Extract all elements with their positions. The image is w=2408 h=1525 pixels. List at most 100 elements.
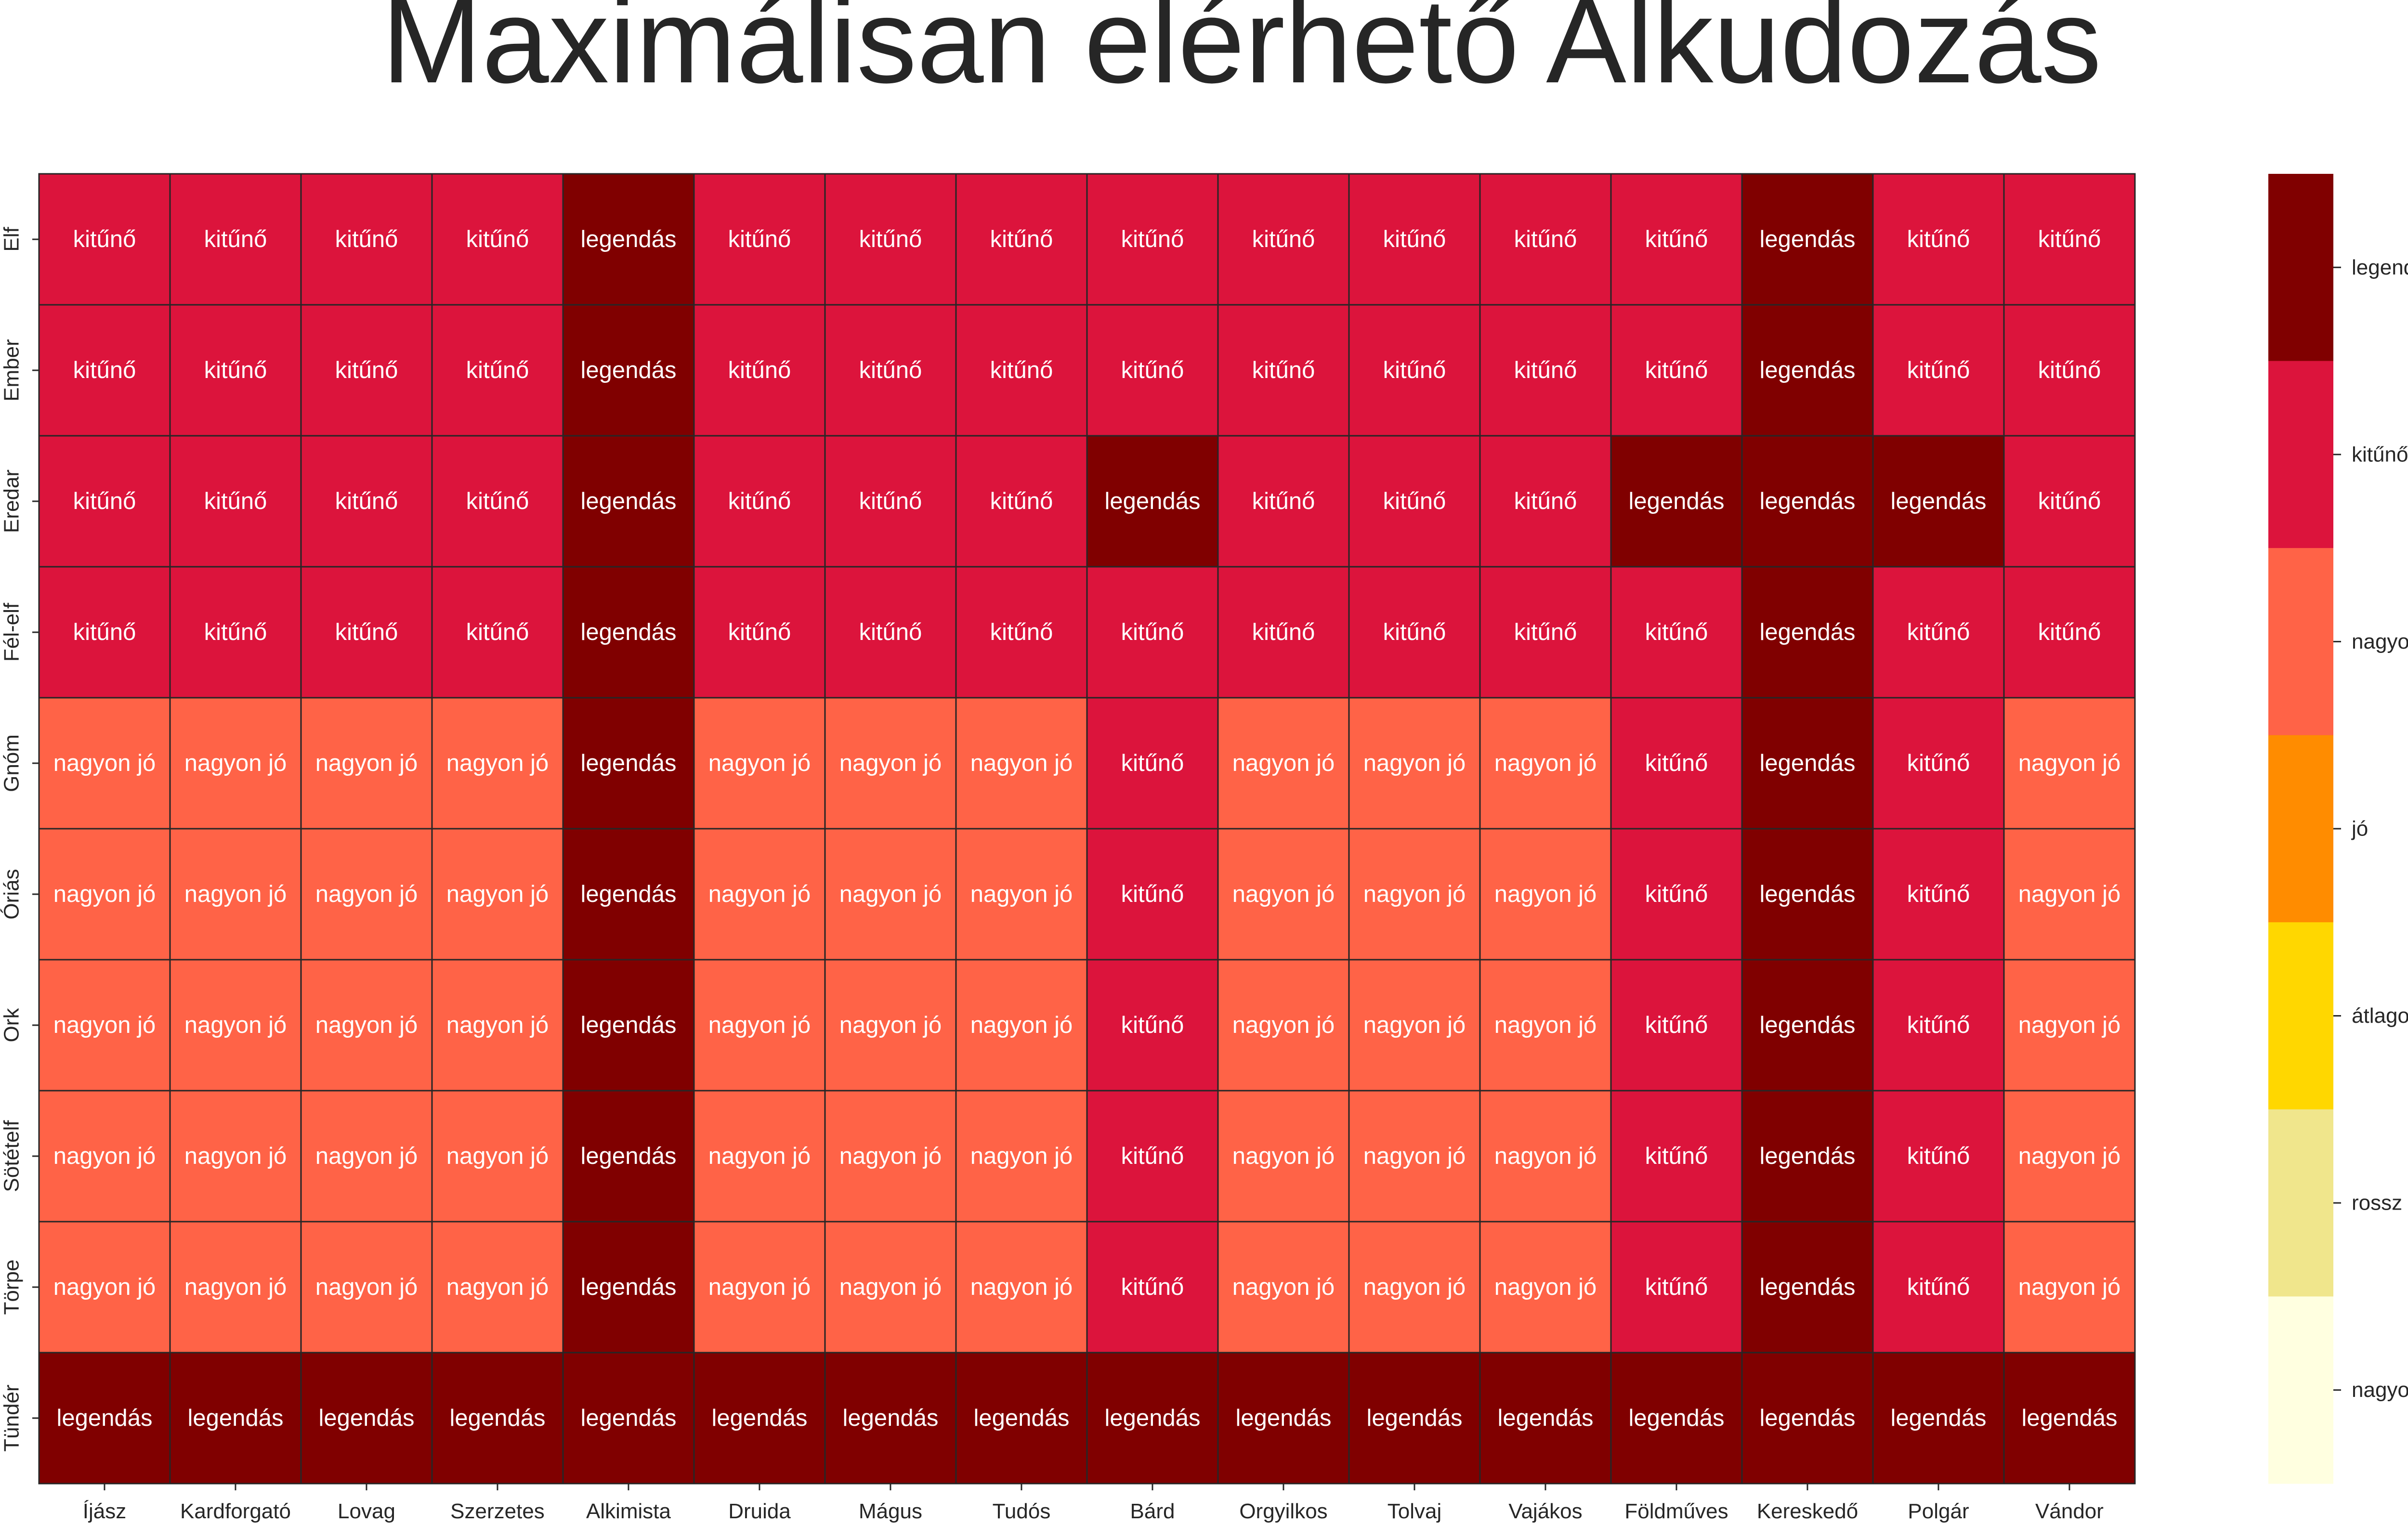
cell-label: nagyon jó [315, 1012, 418, 1038]
cell-label: kitűnő [73, 619, 136, 645]
cell-label: legendás [581, 488, 677, 514]
cell-label: nagyon jó [839, 1012, 942, 1038]
cell-label: kitűnő [859, 357, 922, 383]
x-tick-label: Vándor [2035, 1499, 2104, 1523]
cell-label: legendás [1760, 881, 1856, 907]
y-tick-label: Sötételf [0, 1120, 24, 1192]
heatmap-cell [955, 1090, 1088, 1223]
heatmap-cell [1610, 959, 1743, 1092]
heatmap-cell [1479, 173, 1612, 306]
cell-label: nagyon jó [2018, 750, 2121, 776]
cell-label: kitűnő [2038, 226, 2101, 252]
x-tick-label: Druida [728, 1499, 791, 1523]
y-tick-label: Törpe [0, 1260, 24, 1315]
heatmap-cell [2003, 1352, 2136, 1485]
cell-label: nagyon jó [53, 881, 156, 907]
y-tick-label: Eredar [0, 469, 24, 533]
cell-label: kitűnő [728, 619, 791, 645]
heatmap-cell [1872, 173, 2005, 306]
colorbar-tick-label: nagyon jó [2352, 630, 2408, 653]
heatmap-cell [1610, 435, 1743, 568]
cell-label: nagyon jó [970, 881, 1073, 907]
cell-label: kitűnő [990, 226, 1053, 252]
heatmap-cell [1217, 697, 1350, 830]
colorbar-segment [2268, 1109, 2333, 1297]
cell-label: nagyon jó [970, 1274, 1073, 1300]
cell-label: kitűnő [1907, 881, 1970, 907]
x-tick-label: Íjász [83, 1499, 126, 1523]
cell-label: kitűnő [1645, 1012, 1708, 1038]
cell-label: nagyon jó [184, 1143, 287, 1169]
heatmap-cell [1086, 697, 1219, 830]
cell-label: nagyon jó [1494, 881, 1597, 907]
cell-label: kitűnő [1121, 619, 1184, 645]
cell-label: kitűnő [466, 619, 529, 645]
cell-label: legendás [1105, 1405, 1201, 1431]
cell-label: nagyon jó [708, 1012, 811, 1038]
heatmap-cell [300, 435, 433, 568]
cell-label: legendás [1760, 1405, 1856, 1431]
heatmap-cell [431, 1090, 564, 1223]
cell-label: kitűnő [2038, 619, 2101, 645]
cell-label: nagyon jó [53, 750, 156, 776]
heatmap-cell [1741, 1221, 1874, 1354]
cell-label: kitűnő [990, 488, 1053, 514]
cell-label: kitűnő [335, 488, 398, 514]
cell-label: kitűnő [1121, 881, 1184, 907]
cell-label: kitűnő [1645, 750, 1708, 776]
x-tick-label: Orgyilkos [1239, 1499, 1327, 1523]
cell-label: kitűnő [1907, 1012, 1970, 1038]
heatmap-cell [1086, 304, 1219, 437]
heatmap-cell [1217, 959, 1350, 1092]
heatmap-cell [562, 1352, 695, 1485]
cell-label: nagyon jó [446, 750, 549, 776]
cell-label: nagyon jó [708, 750, 811, 776]
cell-label: kitűnő [1121, 226, 1184, 252]
heatmap-cell [1741, 828, 1874, 961]
cell-label: legendás [1629, 1405, 1725, 1431]
colorbar-segment [2268, 548, 2333, 736]
cell-label: legendás [1760, 357, 1856, 383]
cell-label: legendás [188, 1405, 284, 1431]
cell-label: kitűnő [1383, 357, 1446, 383]
heatmap-cell [431, 435, 564, 568]
heatmap-cell [2003, 173, 2136, 306]
heatmap-cell [693, 828, 826, 961]
heatmap-cell [1348, 697, 1481, 830]
cell-label: kitűnő [728, 488, 791, 514]
cell-label: kitűnő [990, 619, 1053, 645]
heatmap-cell [169, 828, 302, 961]
cell-label: kitűnő [1645, 357, 1708, 383]
colorbar-segment [2268, 735, 2333, 923]
cell-label: kitűnő [466, 488, 529, 514]
cell-label: nagyon jó [53, 1143, 156, 1169]
heatmap-cell [1610, 828, 1743, 961]
heatmap-cell [1086, 173, 1219, 306]
heatmap-cell [300, 566, 433, 699]
cell-label: nagyon jó [315, 881, 418, 907]
heatmap-cell [562, 828, 695, 961]
heatmap-cell [955, 1352, 1088, 1485]
cell-label: kitűnő [73, 357, 136, 383]
cell-label: legendás [581, 357, 677, 383]
cell-label: nagyon jó [708, 1274, 811, 1300]
heatmap-cell [1872, 1221, 2005, 1354]
cell-label: legendás [1760, 226, 1856, 252]
cell-label: legendás [1629, 488, 1725, 514]
heatmap-cell [824, 1090, 957, 1223]
cell-label: kitűnő [466, 226, 529, 252]
heatmap-cell [1086, 1221, 1219, 1354]
cell-label: kitűnő [1645, 619, 1708, 645]
heatmap-cell [1872, 304, 2005, 437]
cell-label: nagyon jó [1363, 750, 1466, 776]
heatmap-cell [2003, 304, 2136, 437]
cell-label: kitűnő [1514, 488, 1577, 514]
cell-label: kitűnő [1252, 619, 1315, 645]
cell-label: kitűnő [1907, 619, 1970, 645]
cell-label: nagyon jó [708, 1143, 811, 1169]
cell-label: kitűnő [990, 357, 1053, 383]
y-tick-label: Fél-elf [0, 602, 24, 662]
cell-label: nagyon jó [315, 1274, 418, 1300]
cell-label: kitűnő [204, 619, 267, 645]
heatmap-cell [1872, 697, 2005, 830]
